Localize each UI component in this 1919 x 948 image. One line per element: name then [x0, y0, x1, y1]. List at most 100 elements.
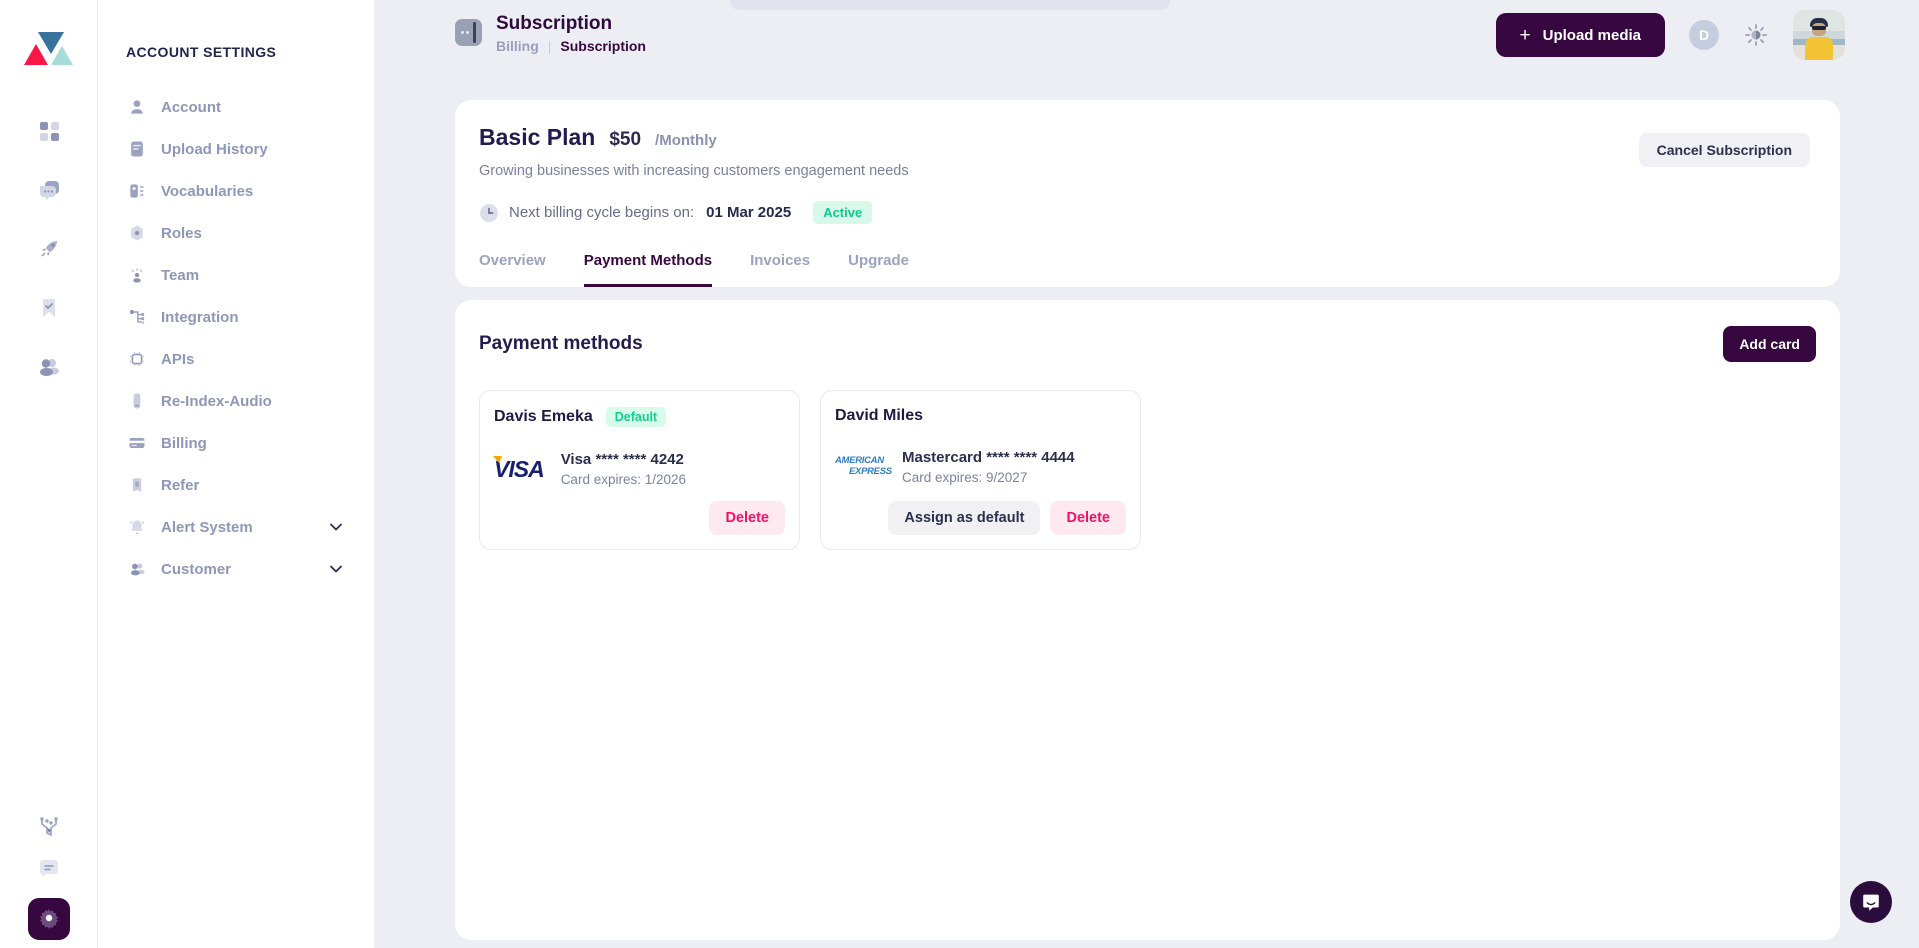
- main-content: Subscription Billing | Subscription + Up…: [375, 0, 1919, 948]
- sidebar-item-label: Vocabularies: [161, 182, 254, 200]
- sidebar-item-label: Team: [161, 266, 200, 284]
- clock-icon: [479, 203, 499, 223]
- sidebar-item-label: Account: [161, 98, 221, 116]
- add-card-button[interactable]: Add card: [1723, 326, 1816, 362]
- user-initial-badge[interactable]: D: [1689, 20, 1719, 50]
- tab-invoices[interactable]: Invoices: [750, 252, 811, 269]
- page-title: Subscription: [496, 13, 613, 34]
- top-toast-remnant: [730, 0, 1170, 10]
- card-number: Mastercard **** **** 4444: [902, 449, 1075, 466]
- alert-bell-icon: [126, 517, 147, 538]
- feedback-icon[interactable]: [36, 856, 62, 882]
- cardholder-name: Davis Emeka: [494, 408, 593, 425]
- team-icon: [126, 265, 147, 286]
- user-avatar[interactable]: [1793, 10, 1845, 60]
- upload-media-button[interactable]: + Upload media: [1495, 13, 1665, 57]
- theme-toggle-sun-icon[interactable]: [1743, 22, 1769, 48]
- sidebar-item-label: Re-Index-Audio: [161, 392, 272, 410]
- roles-icon: [126, 223, 147, 244]
- sidebar-title: ACCOUNT SETTINGS: [126, 44, 277, 60]
- users-icon[interactable]: [36, 354, 62, 380]
- delete-card-button[interactable]: Delete: [709, 501, 785, 535]
- sidebar-item-label: Alert System: [161, 518, 253, 536]
- sidebar-item-label: Customer: [161, 560, 232, 578]
- sidebar-item-label: Refer: [161, 476, 200, 494]
- plan-name: Basic Plan: [479, 124, 596, 150]
- integration-icon: [126, 307, 147, 328]
- breadcrumb: Billing | Subscription: [496, 38, 646, 54]
- sidebar-item-account[interactable]: Account: [126, 86, 374, 128]
- sidebar-item-apis[interactable]: APIs: [126, 338, 374, 380]
- chat-icon[interactable]: [36, 177, 62, 203]
- plan-price: $50: [609, 129, 642, 150]
- sidebar-item-reindex-audio[interactable]: Re-Index-Audio: [126, 380, 374, 422]
- funnel-icon[interactable]: [36, 814, 62, 840]
- card-number: Visa **** **** 4242: [560, 451, 684, 468]
- plan-summary-card: Basic Plan $50 /Monthly Growing business…: [455, 100, 1840, 287]
- billing-icon: [126, 433, 147, 454]
- rocket-icon[interactable]: [36, 236, 62, 262]
- amex-logo: AMERICAN EXPRESS: [835, 455, 892, 477]
- payment-card-davis-emeka: Davis Emeka Default VISA Visa **** **** …: [479, 390, 800, 550]
- sidebar-item-roles[interactable]: Roles: [126, 212, 374, 254]
- settings-gear-icon[interactable]: [28, 898, 70, 940]
- svg-text:$: $: [135, 482, 139, 489]
- chevron-down-icon[interactable]: [328, 561, 344, 577]
- sidebar-item-upload-history[interactable]: Upload History: [126, 128, 374, 170]
- sidebar-item-alert-system[interactable]: Alert System: [126, 506, 374, 548]
- vocabulary-icon: [126, 181, 147, 202]
- billing-cycle-label: Next billing cycle begins on:: [509, 204, 695, 221]
- chat-launcher[interactable]: [1850, 881, 1892, 923]
- chat-bubble-icon: [1860, 891, 1882, 913]
- account-settings-sidebar: ACCOUNT SETTINGS Account Upload History …: [98, 0, 375, 948]
- customer-icon: [126, 559, 147, 580]
- bookmark-check-icon[interactable]: [36, 295, 62, 321]
- upload-history-icon: [126, 139, 147, 160]
- sidebar-item-integration[interactable]: Integration: [126, 296, 374, 338]
- page-header: Subscription Billing | Subscription + Up…: [375, 0, 1919, 70]
- logo-triangle-teal: [51, 46, 73, 65]
- icon-rail: [0, 0, 98, 948]
- sidebar-item-label: Roles: [161, 224, 202, 242]
- payment-methods-title: Payment methods: [479, 333, 643, 354]
- plan-status-badge: Active: [813, 201, 873, 224]
- plus-icon: +: [1519, 24, 1531, 46]
- sidebar-toggle-icon[interactable]: [455, 19, 482, 46]
- plan-description: Growing businesses with increasing custo…: [479, 163, 909, 179]
- upload-media-label: Upload media: [1542, 26, 1641, 44]
- sidebar-item-vocabularies[interactable]: Vocabularies: [126, 170, 374, 212]
- tab-upgrade[interactable]: Upgrade: [848, 252, 909, 269]
- sidebar-item-label: Integration: [161, 308, 239, 326]
- reindex-audio-icon: [126, 391, 147, 412]
- cancel-subscription-button[interactable]: Cancel Subscription: [1638, 133, 1810, 167]
- api-icon: [126, 349, 147, 370]
- cardholder-name: David Miles: [835, 407, 924, 424]
- dashboard-grid-icon[interactable]: [36, 118, 62, 144]
- default-badge: Default: [605, 407, 667, 427]
- assign-default-button[interactable]: Assign as default: [888, 501, 1041, 535]
- sidebar-item-label: APIs: [161, 350, 195, 368]
- refer-icon: $: [126, 475, 147, 496]
- plan-tabs: Overview Payment Methods Invoices Upgrad…: [479, 252, 909, 287]
- sidebar-item-billing[interactable]: Billing: [126, 422, 374, 464]
- sidebar-item-refer[interactable]: $ Refer: [126, 464, 374, 506]
- sidebar-item-customer[interactable]: Customer: [126, 548, 374, 590]
- billing-cycle-date: 01 Mar 2025: [706, 204, 792, 221]
- sidebar-item-team[interactable]: Team: [126, 254, 374, 296]
- sidebar-item-label: Upload History: [161, 140, 268, 158]
- chevron-down-icon[interactable]: [328, 519, 344, 535]
- card-expiry: Card expires: 9/2027: [902, 470, 1028, 485]
- user-icon: [126, 97, 147, 118]
- tab-overview[interactable]: Overview: [479, 252, 546, 269]
- brand-logo[interactable]: [24, 32, 74, 72]
- delete-card-button[interactable]: Delete: [1050, 501, 1126, 535]
- payment-methods-panel: Payment methods Add card Davis Emeka Def…: [455, 300, 1840, 940]
- payment-card-david-miles: David Miles AMERICAN EXPRESS Mastercard …: [820, 390, 1141, 550]
- tab-payment-methods[interactable]: Payment Methods: [583, 252, 713, 287]
- logo-triangle-red: [24, 44, 48, 65]
- breadcrumb-billing[interactable]: Billing: [496, 38, 539, 54]
- sidebar-item-label: Billing: [161, 434, 207, 452]
- breadcrumb-divider: |: [547, 38, 552, 54]
- card-expiry: Card expires: 1/2026: [560, 472, 687, 487]
- plan-period: /Monthly: [655, 132, 717, 149]
